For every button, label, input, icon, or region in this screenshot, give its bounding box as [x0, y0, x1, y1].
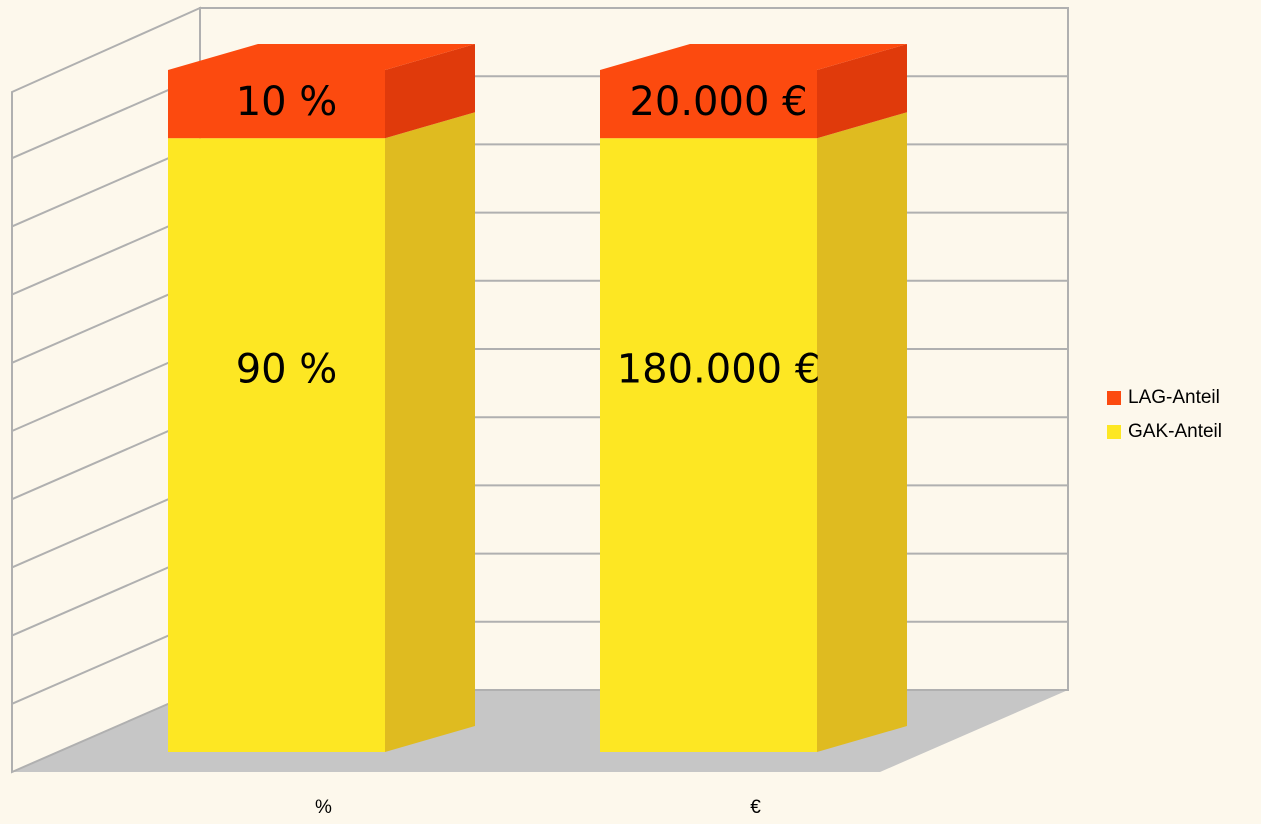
- bar-side: [817, 44, 907, 139]
- bar: [168, 70, 385, 139]
- bar: [600, 70, 817, 139]
- data-label: 20.000 €: [629, 79, 807, 125]
- x-tick-label: %: [315, 797, 332, 818]
- bar: [600, 138, 817, 752]
- x-tick-label: €: [750, 797, 761, 818]
- bar-side: [817, 112, 907, 752]
- bar-side: [385, 44, 475, 139]
- data-label: 90 %: [236, 346, 338, 392]
- legend-label: GAK-Anteil: [1128, 421, 1222, 442]
- legend-swatch: [1107, 391, 1121, 405]
- bar-top: [600, 44, 907, 70]
- legend-swatch: [1107, 425, 1121, 439]
- data-label: 180.000 €: [617, 346, 821, 392]
- bar: [168, 138, 385, 752]
- bar-top: [168, 44, 475, 70]
- legend-label: LAG-Anteil: [1128, 387, 1220, 408]
- data-label: 10 %: [236, 79, 338, 125]
- bar-side: [385, 112, 475, 752]
